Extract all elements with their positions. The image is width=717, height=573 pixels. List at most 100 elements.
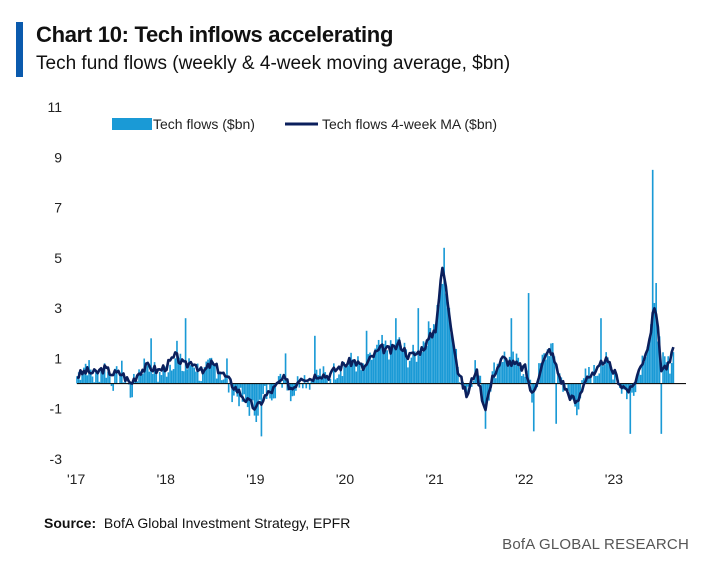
flow-bar bbox=[257, 383, 259, 416]
flow-bar bbox=[298, 383, 301, 388]
flow-bar bbox=[170, 370, 173, 384]
flow-bar bbox=[102, 373, 104, 384]
flow-bar bbox=[277, 376, 280, 384]
flow-bar bbox=[96, 371, 99, 384]
brand-label: BofA GLOBAL RESEARCH bbox=[502, 536, 689, 553]
flow-bar bbox=[524, 376, 526, 384]
flow-bar bbox=[501, 361, 504, 384]
flow-bar bbox=[105, 377, 108, 384]
flow-bar bbox=[301, 383, 304, 389]
flow-bar bbox=[255, 383, 258, 422]
flow-bar bbox=[114, 368, 116, 384]
x-tick-label: '23 bbox=[605, 471, 623, 487]
flow-bar bbox=[264, 383, 266, 386]
flow-bar bbox=[451, 340, 454, 384]
flow-bar bbox=[446, 307, 449, 384]
flow-bar bbox=[545, 359, 547, 384]
flow-bar bbox=[570, 383, 573, 400]
flow-bar bbox=[162, 365, 165, 384]
y-tick-label: 1 bbox=[54, 350, 62, 366]
flow-bar bbox=[400, 345, 402, 384]
flow-bar bbox=[339, 370, 342, 384]
flow-bar bbox=[448, 307, 451, 384]
flow-bar bbox=[510, 318, 513, 384]
flow-bar bbox=[107, 371, 109, 384]
flow-bar bbox=[98, 381, 101, 384]
flow-bar bbox=[429, 328, 432, 384]
flow-bar bbox=[203, 366, 206, 384]
flow-bar bbox=[160, 375, 163, 384]
flow-bar bbox=[574, 383, 576, 407]
flow-bar bbox=[522, 374, 525, 384]
flow-bar bbox=[250, 383, 252, 402]
flow-bar bbox=[467, 383, 470, 387]
flow-bar bbox=[548, 356, 551, 384]
flow-bar bbox=[150, 338, 152, 384]
flow-bar bbox=[532, 383, 535, 432]
flow-bar bbox=[181, 370, 183, 384]
flow-bar bbox=[177, 357, 180, 384]
flow-bar bbox=[334, 379, 337, 384]
flow-bar bbox=[605, 352, 607, 384]
flow-bar bbox=[338, 374, 340, 384]
flow-bar bbox=[186, 369, 189, 384]
flow-bar bbox=[336, 378, 339, 384]
flow-bar bbox=[238, 383, 240, 407]
legend: Tech flows ($bn) Tech flows 4-week MA ($… bbox=[112, 116, 497, 132]
flow-bar bbox=[486, 383, 489, 400]
flow-bar bbox=[196, 363, 199, 384]
chart-title: Chart 10: Tech inflows accelerating bbox=[36, 22, 394, 47]
flow-bar bbox=[372, 355, 375, 384]
flow-bar bbox=[436, 304, 439, 384]
flow-bar bbox=[482, 383, 485, 404]
y-tick-label: -1 bbox=[50, 401, 63, 417]
flow-bar bbox=[395, 318, 397, 384]
flow-bar bbox=[281, 383, 283, 388]
flow-bar bbox=[529, 379, 532, 384]
flow-bar bbox=[610, 366, 613, 384]
flow-bar bbox=[274, 383, 277, 399]
flow-bar bbox=[93, 382, 96, 384]
flow-bar bbox=[601, 366, 604, 384]
flow-bar bbox=[639, 374, 642, 384]
flow-bar bbox=[167, 372, 170, 384]
flow-bar bbox=[205, 361, 208, 384]
flow-bar bbox=[367, 354, 370, 384]
flow-bar bbox=[439, 283, 442, 384]
flow-bar bbox=[169, 364, 171, 384]
flow-bar bbox=[515, 353, 518, 384]
flow-bar bbox=[136, 381, 139, 384]
flow-bar bbox=[465, 383, 468, 393]
flow-bar bbox=[379, 346, 382, 384]
flow-bar bbox=[651, 169, 654, 384]
flow-bar bbox=[581, 380, 583, 384]
flow-bar bbox=[258, 383, 261, 400]
flow-bar bbox=[445, 293, 447, 384]
flow-bar bbox=[202, 371, 204, 384]
flow-bar bbox=[115, 366, 118, 384]
flow-bar bbox=[641, 355, 644, 384]
flow-bar bbox=[551, 343, 554, 384]
flow-bar bbox=[239, 383, 242, 388]
y-tick-label: 7 bbox=[54, 200, 62, 216]
flow-bar bbox=[355, 371, 358, 384]
flow-bar bbox=[443, 247, 445, 384]
flow-bar bbox=[470, 383, 473, 387]
flow-bar bbox=[588, 367, 590, 384]
flow-bar bbox=[426, 345, 428, 384]
flow-bar bbox=[498, 366, 501, 384]
flow-bar bbox=[546, 349, 549, 384]
flow-bar bbox=[231, 383, 233, 403]
flow-bar bbox=[227, 383, 230, 393]
flow-bar bbox=[412, 344, 414, 384]
flow-bar bbox=[403, 342, 406, 384]
flow-bar bbox=[222, 379, 225, 384]
flow-bar bbox=[520, 375, 523, 384]
flow-bar bbox=[351, 360, 354, 384]
flow-bar bbox=[408, 360, 411, 384]
flow-bar bbox=[91, 376, 94, 384]
flow-bar bbox=[95, 370, 97, 384]
legend-swatch-flows bbox=[112, 118, 152, 130]
source-note: Source: BofA Global Investment Strategy,… bbox=[44, 515, 350, 531]
